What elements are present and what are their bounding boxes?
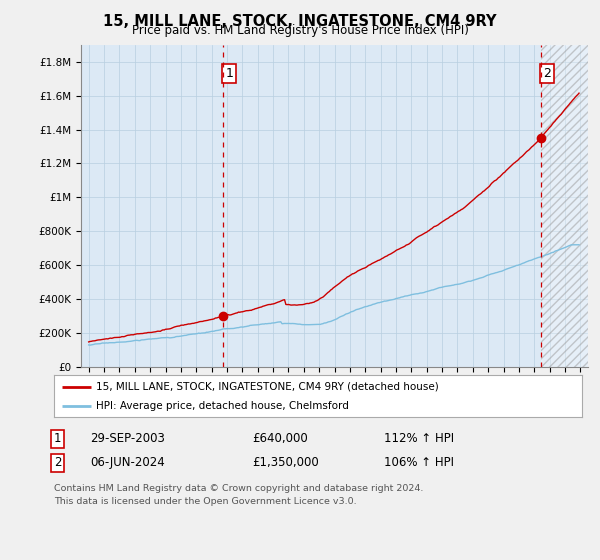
Text: 29-SEP-2003: 29-SEP-2003	[90, 432, 165, 445]
Text: 2: 2	[543, 67, 551, 80]
Text: 106% ↑ HPI: 106% ↑ HPI	[384, 456, 454, 469]
Text: Contains HM Land Registry data © Crown copyright and database right 2024.
This d: Contains HM Land Registry data © Crown c…	[54, 484, 424, 506]
Text: 15, MILL LANE, STOCK, INGATESTONE, CM4 9RY (detached house): 15, MILL LANE, STOCK, INGATESTONE, CM4 9…	[96, 382, 439, 392]
Text: Price paid vs. HM Land Registry's House Price Index (HPI): Price paid vs. HM Land Registry's House …	[131, 24, 469, 37]
Text: 06-JUN-2024: 06-JUN-2024	[90, 456, 165, 469]
Text: 1: 1	[54, 432, 62, 445]
Text: 1: 1	[226, 67, 233, 80]
Text: HPI: Average price, detached house, Chelmsford: HPI: Average price, detached house, Chel…	[96, 402, 349, 411]
Bar	[541, 45, 588, 367]
Text: 15, MILL LANE, STOCK, INGATESTONE, CM4 9RY: 15, MILL LANE, STOCK, INGATESTONE, CM4 9…	[103, 14, 497, 29]
Bar	[541, 45, 588, 367]
Text: £640,000: £640,000	[252, 432, 308, 445]
Text: 112% ↑ HPI: 112% ↑ HPI	[384, 432, 454, 445]
Text: £1,350,000: £1,350,000	[252, 456, 319, 469]
Text: 2: 2	[54, 456, 62, 469]
